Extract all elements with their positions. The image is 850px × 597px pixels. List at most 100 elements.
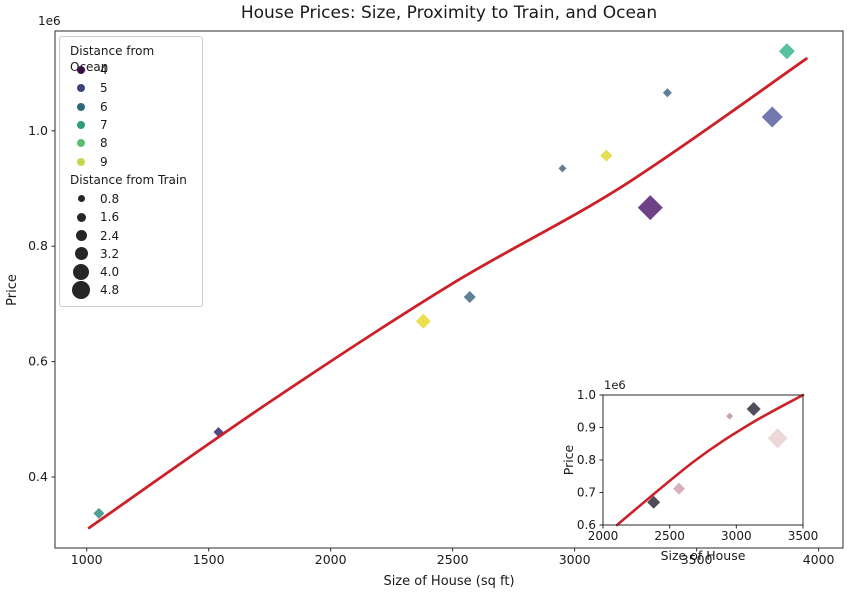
axes-frame (54, 30, 844, 549)
legend-marker-column (68, 264, 94, 281)
x-tick-label: 3500 (788, 529, 819, 543)
legend: Distance from Ocean 4 5 6 7 8 9 Distance from… (59, 36, 203, 307)
legend-marker-dot (74, 247, 88, 261)
legend-entry: 2.4 (68, 226, 194, 244)
legend-entry: 5 (68, 79, 194, 97)
inset-y-axis-label: Price (561, 444, 576, 475)
y-tick-label: 1.0 (28, 123, 48, 138)
y-tick-label: 0.6 (28, 354, 48, 369)
legend-title-ocean: Distance from Ocean (70, 44, 155, 74)
legend-marker-dot (77, 121, 85, 130)
trend-line (87, 57, 808, 530)
inset-background (603, 395, 803, 525)
scatter-point (600, 149, 613, 162)
legend-marker-column (68, 195, 94, 203)
legend-marker-dot (77, 66, 85, 75)
legend-marker-column (68, 102, 94, 111)
scatter-point (662, 88, 672, 98)
legend-entry: 9 (68, 152, 194, 170)
x-tick-label: 3000 (721, 529, 752, 543)
legend-train-entries: 0.8 1.6 2.4 3.2 4.0 4.8 (68, 190, 194, 300)
x-tick-label: 2500 (437, 552, 469, 567)
inset-y-offset-text: 1e6 (604, 378, 626, 392)
legend-entry-label: 4.0 (100, 265, 120, 280)
legend-marker-column (68, 247, 94, 261)
scatter-point (637, 195, 663, 221)
legend-entry-label: 5 (100, 81, 108, 96)
x-tick-label: 3000 (559, 552, 591, 567)
legend-entry: 4 (68, 61, 194, 79)
scatter-point (767, 428, 788, 449)
legend-marker-column (68, 212, 94, 222)
y-tick-label: 0.4 (28, 469, 48, 484)
legend-marker-dot (77, 195, 85, 203)
legend-entry: 1.6 (68, 208, 194, 226)
legend-marker-dot (77, 84, 85, 93)
legend-marker-dot (72, 281, 90, 300)
y-tick-label: 0.6 (577, 518, 596, 532)
x-tick-label: 1500 (193, 552, 225, 567)
x-tick-label: 2000 (588, 529, 619, 543)
legend-marker-dot (75, 230, 87, 242)
legend-marker-dot (77, 139, 85, 148)
scatter-point (558, 164, 567, 173)
legend-entry-label: 9 (100, 154, 108, 169)
legend-marker-dot (76, 212, 86, 222)
legend-entry-label: 6 (100, 99, 108, 114)
legend-entry: 8 (68, 134, 194, 152)
legend-entry-label: 1.6 (100, 210, 120, 225)
legend-entry-label: 4.8 (100, 283, 120, 298)
x-tick-label: 3500 (681, 552, 713, 567)
legend-marker-dot (77, 157, 85, 166)
trend-line (615, 393, 805, 527)
legend-entry-label: 4 (100, 63, 108, 78)
legend-entry: 0.8 (68, 190, 194, 208)
legend-entry-label: 8 (100, 136, 108, 151)
legend-marker-dot (73, 264, 89, 281)
legend-marker-column (68, 121, 94, 130)
legend-entry-label: 0.8 (100, 191, 120, 206)
y-tick-label: 1.0 (577, 388, 596, 402)
legend-marker-column (68, 66, 94, 75)
legend-entry: 6 (68, 98, 194, 116)
legend-entry: 4.0 (68, 263, 194, 281)
scatter-point (726, 412, 734, 420)
legend-marker-column (68, 84, 94, 93)
y-tick-label: 0.8 (28, 238, 48, 253)
scatter-point (778, 43, 795, 60)
legend-entry-label: 3.2 (100, 246, 120, 261)
y-tick-label: 0.8 (577, 453, 596, 467)
scatter-point (463, 291, 476, 304)
legend-entry: 4.8 (68, 281, 194, 300)
legend-entry-label: 2.4 (100, 228, 120, 243)
legend-entry: 7 (68, 116, 194, 134)
legend-marker-column (68, 157, 94, 166)
legend-entry-label: 7 (100, 118, 108, 133)
legend-marker-column (68, 281, 94, 300)
legend-marker-dot (77, 102, 85, 111)
legend-marker-column (68, 139, 94, 148)
x-axis-label: Size of House (sq ft) (383, 574, 514, 589)
y-tick-label: 0.7 (577, 486, 596, 500)
inset-x-axis-label: Size of House (661, 548, 746, 563)
scatter-point (93, 507, 105, 519)
axes-frame (602, 394, 804, 526)
legend-title-train: Distance from Train (70, 172, 187, 187)
y-tick-label: 0.9 (577, 421, 596, 435)
legend-entry: 3.2 (68, 245, 194, 263)
scatter-point (746, 401, 761, 416)
scatter-point (647, 495, 661, 509)
legend-marker-column (68, 230, 94, 242)
scatter-point (761, 106, 783, 128)
x-tick-label: 2000 (315, 552, 347, 567)
legend-ocean-entries: 4 5 6 7 8 9 (68, 61, 194, 171)
y-axis-label: Price (5, 274, 20, 306)
y-offset-text: 1e6 (38, 14, 61, 28)
scatter-point (673, 482, 685, 495)
x-tick-label: 1000 (71, 552, 103, 567)
x-tick-label: 4000 (803, 552, 835, 567)
x-tick-label: 2500 (654, 529, 685, 543)
inset-plot: 2000 2500 3000 3500 0.6 0.7 0.8 0.9 1.0 (577, 388, 818, 543)
main-axes: 1000 1500 2000 2500 3000 3500 4000 0.4 0.6 0.8 1.0 (28, 30, 844, 567)
